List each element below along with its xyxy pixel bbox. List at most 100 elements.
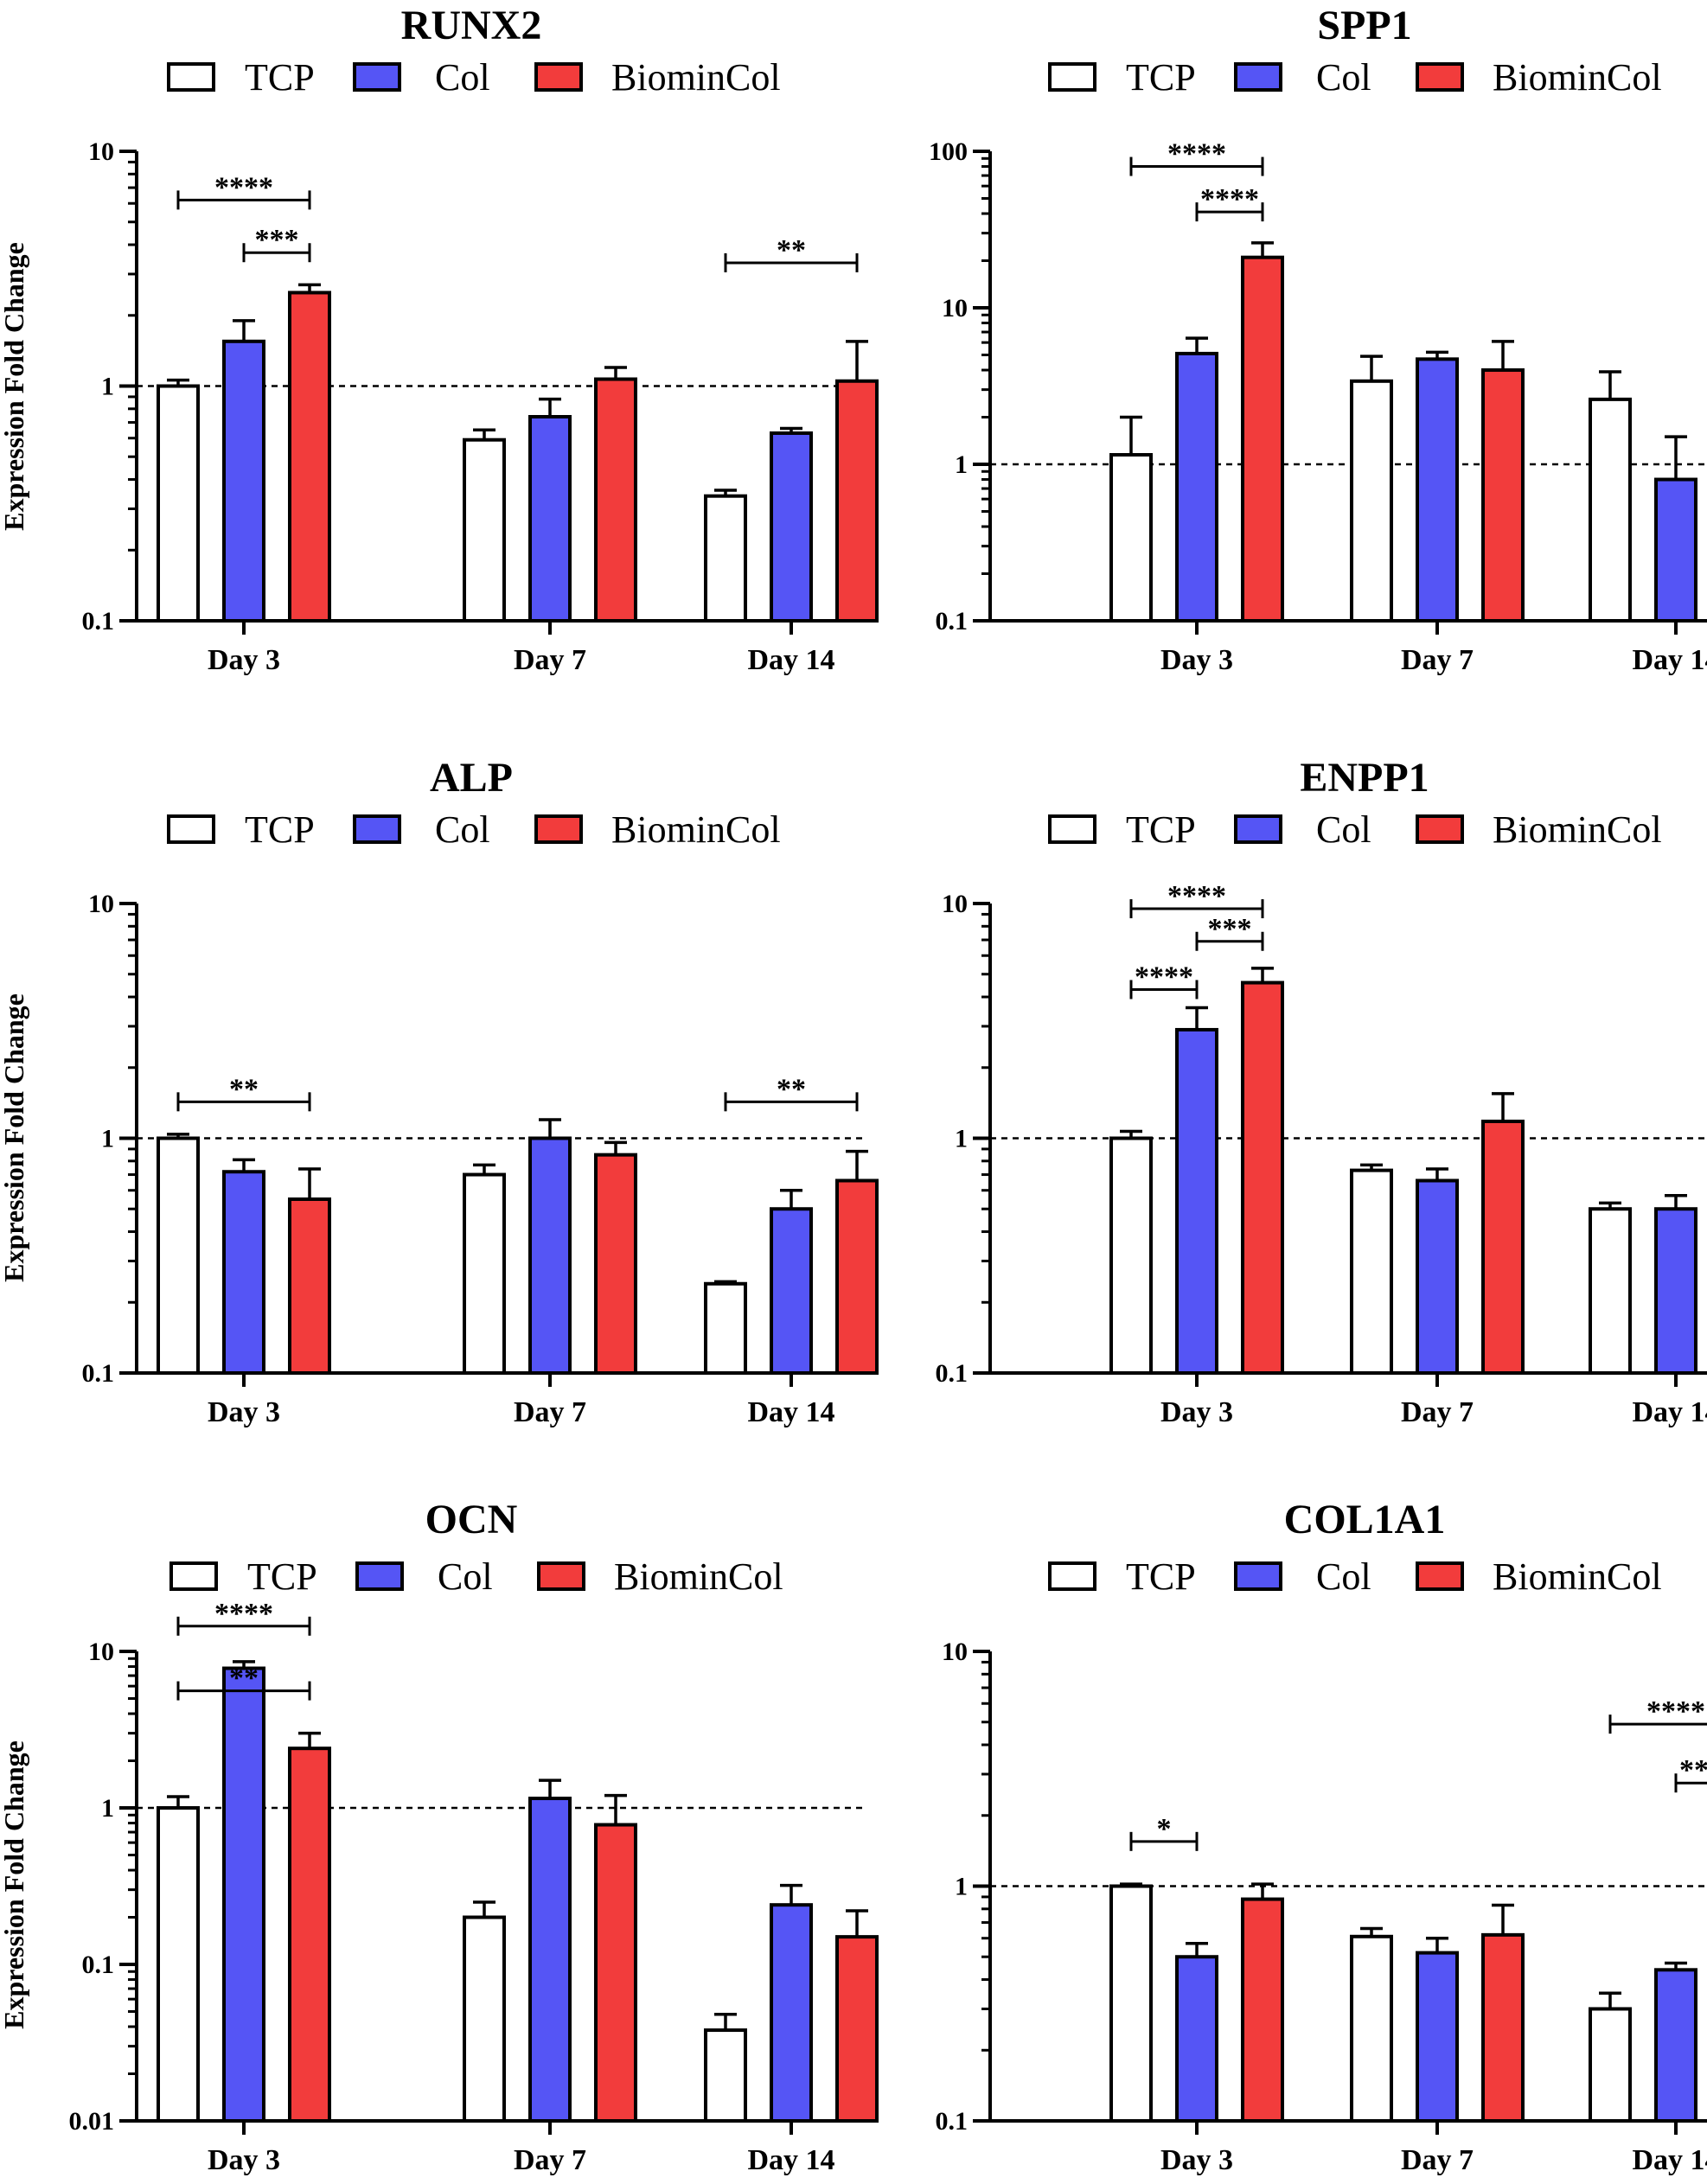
- bar-col: [222, 1170, 265, 1376]
- significance-label: *: [1157, 1813, 1172, 1845]
- significance-label: ***: [1208, 913, 1252, 945]
- legend-label-col: Col: [1316, 56, 1371, 99]
- y-tick-label: 1: [955, 1873, 968, 1901]
- bar-col: [1416, 1951, 1459, 2123]
- bar-biomincol: [835, 1178, 879, 1375]
- legend-swatch-tcp: [167, 814, 215, 844]
- y-tick-label: 1: [955, 1125, 968, 1153]
- y-tick-label: 0.1: [936, 1359, 969, 1388]
- legend-swatch-biomincol: [1416, 62, 1464, 92]
- bar-col: [770, 431, 813, 623]
- y-tick-label: 0.1: [82, 1951, 115, 1979]
- legend-swatch-tcp: [169, 1561, 218, 1591]
- significance-label: ****: [214, 1598, 273, 1630]
- x-tick-label: Day 7: [1401, 644, 1474, 676]
- significance-label: **: [229, 1073, 259, 1105]
- bar-biomincol: [1481, 1119, 1525, 1375]
- chart-title: COL1A1: [1284, 1497, 1446, 1542]
- bar-biomincol: [835, 379, 879, 623]
- legend-swatch-biomincol: [537, 1561, 585, 1591]
- bar-col: [222, 1666, 265, 2123]
- legend-label-col: Col: [435, 56, 490, 99]
- chart-panel-runx2: RUNX2 TCP Col BiominCol 0.1 1 10 Day 3 Day 7 Day …: [0, 3, 879, 676]
- bar-tcp: [463, 437, 506, 623]
- legend-label-tcp: TCP: [245, 808, 315, 851]
- legend-swatch-tcp: [1048, 814, 1096, 844]
- y-tick-label: 0.1: [82, 1359, 115, 1388]
- bar-tcp: [1350, 1934, 1393, 2123]
- bar-biomincol: [1241, 980, 1284, 1376]
- x-tick-label: Day 14: [1632, 2144, 1707, 2176]
- bar-biomincol: [1481, 368, 1525, 623]
- chart-title: OCN: [425, 1497, 518, 1542]
- bar-tcp: [704, 494, 747, 623]
- bar-biomincol: [1481, 1932, 1525, 2123]
- bar-tcp: [1589, 2007, 1632, 2123]
- legend-label-biomincol: BiominCol: [1493, 1555, 1662, 1598]
- bar-tcp: [157, 1136, 200, 1375]
- chart-title: RUNX2: [401, 3, 542, 48]
- legend-label-col: Col: [1316, 1555, 1371, 1598]
- significance-label: ****: [1167, 880, 1226, 912]
- significance-label: **: [229, 1663, 259, 1695]
- legend-swatch-biomincol: [1416, 1561, 1464, 1591]
- x-tick-label: Day 7: [1401, 1396, 1474, 1428]
- bar-tcp: [1350, 379, 1393, 623]
- bar-col: [1175, 1955, 1218, 2123]
- chart-panel-ocn: OCN TCP Col BiominCol 0.01 0.1 1 10 Day 3 Day 7 Da…: [0, 1497, 879, 2176]
- legend-label-col: Col: [438, 1555, 493, 1598]
- bar-col: [1175, 351, 1218, 623]
- bar-col: [1654, 1968, 1697, 2123]
- bar-col: [528, 1797, 572, 2123]
- y-axis-label: Expression Fold Change: [0, 1740, 29, 2029]
- bar-col: [222, 339, 265, 623]
- x-tick-label: Day 14: [747, 2144, 834, 2176]
- bar-biomincol: [835, 1935, 879, 2123]
- bar-biomincol: [288, 1197, 331, 1376]
- significance-label: ****: [1135, 961, 1193, 993]
- chart-title: ENPP1: [1300, 755, 1429, 801]
- bar-biomincol: [1241, 1897, 1284, 2123]
- bar-tcp: [463, 1915, 506, 2123]
- bar-biomincol: [594, 1153, 637, 1375]
- bar-tcp: [1589, 1207, 1632, 1375]
- x-tick-label: Day 3: [208, 2144, 280, 2176]
- x-tick-label: Day 14: [747, 644, 834, 676]
- bar-col: [1175, 1027, 1218, 1376]
- legend-swatch-tcp: [1048, 1561, 1096, 1591]
- legend-label-biomincol: BiominCol: [614, 1555, 783, 1598]
- legend-swatch-col: [1234, 1561, 1282, 1591]
- bar-tcp: [704, 1281, 747, 1376]
- significance-label: ***: [255, 224, 299, 256]
- legend-swatch-col: [355, 1561, 404, 1591]
- legend-swatch-biomincol: [534, 62, 583, 92]
- bar-tcp: [1589, 397, 1632, 623]
- legend-swatch-biomincol: [1416, 814, 1464, 844]
- legend-label-tcp: TCP: [245, 56, 315, 99]
- bar-tcp: [1109, 1884, 1153, 2123]
- bar-tcp: [1350, 1168, 1393, 1375]
- legend-label-col: Col: [1316, 808, 1371, 851]
- x-tick-label: Day 3: [208, 644, 280, 676]
- chart-title: SPP1: [1317, 3, 1411, 48]
- bar-biomincol: [288, 291, 331, 623]
- legend-swatch-col: [353, 62, 401, 92]
- legend-swatch-biomincol: [534, 814, 583, 844]
- x-tick-label: Day 7: [514, 2144, 586, 2176]
- significance-label: **: [777, 234, 806, 266]
- y-axis-label: Expression Fold Change: [0, 242, 29, 531]
- legend-label-tcp: TCP: [1126, 56, 1196, 99]
- bar-col: [770, 1207, 813, 1375]
- legend-label-col: Col: [435, 808, 490, 851]
- y-tick-label: 10: [88, 1638, 114, 1666]
- x-tick-label: Day 7: [514, 644, 586, 676]
- x-tick-label: Day 3: [1160, 644, 1233, 676]
- bar-biomincol: [594, 377, 637, 623]
- bar-tcp: [704, 2028, 747, 2123]
- bar-tcp: [1109, 453, 1153, 623]
- chart-panel-alp: ALP TCP Col BiominCol 0.1 1 10 Day 3 Day 7 Day 14…: [0, 755, 879, 1428]
- bar-tcp: [157, 1806, 200, 2123]
- chart-panel-spp1: SPP1 TCP Col BiominCol 0.1 1 10 100 Day 3 Day 7 Da…: [929, 3, 1707, 676]
- legend-label-tcp: TCP: [247, 1555, 317, 1598]
